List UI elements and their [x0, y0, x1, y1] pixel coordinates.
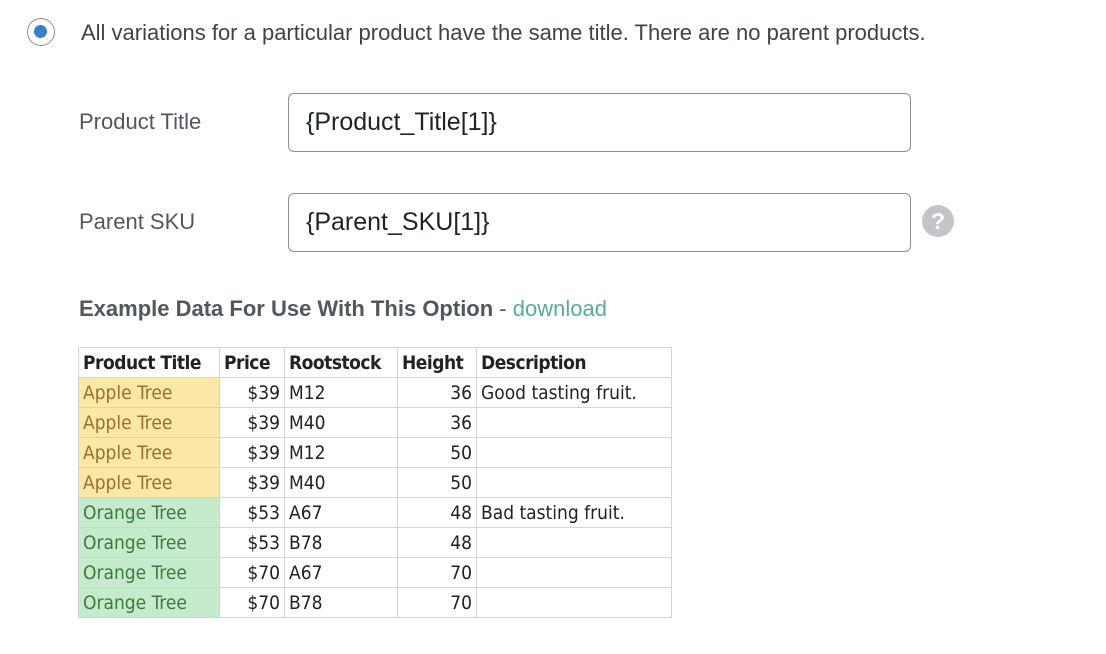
- column-header: Height: [397, 347, 477, 378]
- parent-sku-label: Parent SKU: [79, 209, 196, 234]
- download-link[interactable]: download: [512, 296, 607, 321]
- same-title-radio-label[interactable]: All variations for a particular product …: [81, 20, 926, 45]
- table-cell: 50: [397, 467, 477, 498]
- parent-sku-input[interactable]: {Parent_SKU[1]}: [288, 193, 911, 252]
- column-header: Price: [219, 347, 285, 378]
- table-row: Orange Tree $53 A67 48 Bad tasting fruit.: [78, 497, 672, 528]
- example-separator: -: [493, 296, 513, 321]
- table-cell: $70: [219, 557, 285, 588]
- column-header: Rootstock: [284, 347, 398, 378]
- table-cell: Apple Tree: [78, 467, 220, 498]
- example-data-table: Product Title Price Rootstock Height Descrip…: [78, 347, 672, 618]
- table-cell: $39: [219, 407, 285, 438]
- table-cell: M12: [284, 377, 398, 408]
- table-cell: A67: [284, 557, 398, 588]
- table-row: Apple Tree $39 M40 36: [78, 407, 672, 438]
- column-header: Product Title: [78, 347, 220, 378]
- question-circle-icon[interactable]: ?: [922, 205, 954, 237]
- table-cell: Good tasting fruit.: [476, 377, 672, 408]
- table-cell: Orange Tree: [78, 497, 220, 528]
- table-cell: M40: [284, 467, 398, 498]
- table-cell: Apple Tree: [78, 437, 220, 468]
- table-cell: 70: [397, 557, 477, 588]
- table-cell: Bad tasting fruit.: [476, 497, 672, 528]
- table-row: Apple Tree $39 M12 50: [78, 437, 672, 468]
- table-cell: A67: [284, 497, 398, 528]
- table-cell: M12: [284, 437, 398, 468]
- table-cell: [476, 407, 672, 438]
- table-cell: [476, 587, 672, 618]
- table-cell: 50: [397, 437, 477, 468]
- column-header: Description: [476, 347, 672, 378]
- table-cell: 48: [397, 527, 477, 558]
- table-cell: Apple Tree: [78, 377, 220, 408]
- table-row: Apple Tree $39 M12 36 Good tasting fruit.: [78, 377, 672, 408]
- radio-selected-dot: [34, 25, 47, 38]
- table-cell: [476, 557, 672, 588]
- table-cell: Apple Tree: [78, 407, 220, 438]
- table-cell: 70: [397, 587, 477, 618]
- table-cell: [476, 527, 672, 558]
- table-cell: [476, 437, 672, 468]
- table-cell: $53: [219, 527, 285, 558]
- table-cell: [476, 467, 672, 498]
- table-row: Orange Tree $70 B78 70: [78, 587, 672, 618]
- table-cell: Orange Tree: [78, 587, 220, 618]
- table-cell: $39: [219, 467, 285, 498]
- table-cell: Orange Tree: [78, 527, 220, 558]
- table-cell: Orange Tree: [78, 557, 220, 588]
- table-cell: 36: [397, 407, 477, 438]
- table-cell: $53: [219, 497, 285, 528]
- table-cell: M40: [284, 407, 398, 438]
- same-title-radio[interactable]: [27, 18, 55, 46]
- table-row: Orange Tree $70 A67 70: [78, 557, 672, 588]
- table-cell: 36: [397, 377, 477, 408]
- table-cell: $39: [219, 437, 285, 468]
- table-cell: B78: [284, 527, 398, 558]
- table-cell: $39: [219, 377, 285, 408]
- example-title: Example Data For Use With This Option: [79, 296, 494, 321]
- example-data-heading: Example Data For Use With This Option - …: [79, 296, 607, 322]
- table-cell: B78: [284, 587, 398, 618]
- product-title-input[interactable]: {Product_Title[1]}: [288, 93, 911, 152]
- table-cell: 48: [397, 497, 477, 528]
- table-row: Orange Tree $53 B78 48: [78, 527, 672, 558]
- product-title-label: Product Title: [79, 109, 202, 134]
- table-row: Apple Tree $39 M40 50: [78, 467, 672, 498]
- table-cell: $70: [219, 587, 285, 618]
